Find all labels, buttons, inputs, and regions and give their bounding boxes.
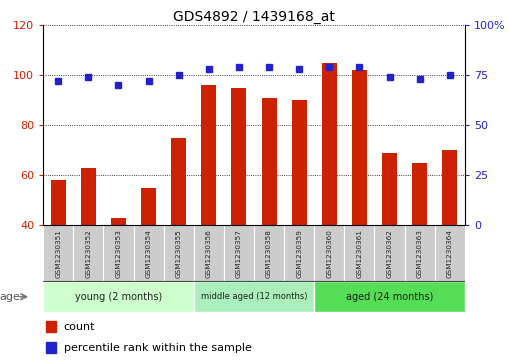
Bar (382, 153, 397, 225)
Bar (412, 163, 427, 225)
Bar (314, 225, 344, 281)
Text: GSM1230359: GSM1230359 (296, 229, 302, 278)
Bar (73, 225, 104, 281)
Text: GSM1230355: GSM1230355 (176, 229, 182, 278)
Bar (224, 225, 254, 281)
Text: young (2 months): young (2 months) (75, 292, 162, 302)
Text: GSM1230358: GSM1230358 (266, 229, 272, 278)
Bar (322, 63, 337, 225)
Title: GDS4892 / 1439168_at: GDS4892 / 1439168_at (173, 11, 335, 24)
Bar (292, 100, 307, 225)
Bar (344, 225, 374, 281)
Text: middle aged (12 months): middle aged (12 months) (201, 292, 307, 301)
Bar (141, 188, 156, 225)
Bar (164, 225, 194, 281)
Bar (46, 342, 56, 353)
Text: count: count (64, 322, 95, 332)
Bar (46, 322, 56, 333)
Bar (232, 88, 246, 225)
Bar (404, 225, 435, 281)
Bar (201, 85, 216, 225)
Text: GSM1230361: GSM1230361 (357, 229, 362, 278)
Bar (51, 180, 66, 225)
Text: percentile rank within the sample: percentile rank within the sample (64, 343, 251, 352)
Text: aged (24 months): aged (24 months) (346, 292, 433, 302)
Bar (442, 150, 457, 225)
Text: GSM1230356: GSM1230356 (206, 229, 212, 278)
Bar (374, 225, 404, 281)
Text: GSM1230357: GSM1230357 (236, 229, 242, 278)
Text: GSM1230351: GSM1230351 (55, 229, 61, 278)
Bar (43, 225, 73, 281)
Bar (104, 225, 134, 281)
Bar (194, 281, 314, 312)
Text: GSM1230354: GSM1230354 (146, 229, 151, 278)
Bar (435, 225, 465, 281)
Text: GSM1230353: GSM1230353 (115, 229, 121, 278)
Bar (81, 168, 96, 225)
Bar (284, 225, 314, 281)
Bar (134, 225, 164, 281)
Bar (171, 138, 186, 225)
Bar (262, 98, 276, 225)
Bar (352, 70, 367, 225)
Text: GSM1230363: GSM1230363 (417, 229, 423, 278)
Text: age: age (0, 292, 20, 302)
Text: GSM1230352: GSM1230352 (85, 229, 91, 278)
Bar (43, 281, 194, 312)
Text: GSM1230360: GSM1230360 (326, 229, 332, 278)
Bar (254, 225, 284, 281)
Text: GSM1230362: GSM1230362 (387, 229, 393, 278)
Bar (314, 281, 465, 312)
Text: GSM1230364: GSM1230364 (447, 229, 453, 278)
Bar (111, 217, 126, 225)
Bar (194, 225, 224, 281)
